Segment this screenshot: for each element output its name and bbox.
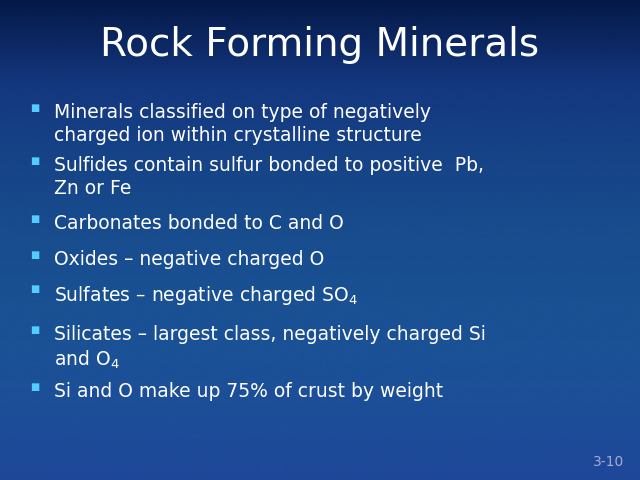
Text: ■: ■ bbox=[31, 156, 40, 166]
Text: Oxides – negative charged O: Oxides – negative charged O bbox=[54, 250, 324, 269]
Text: ■: ■ bbox=[31, 325, 40, 336]
Text: Si and O make up 75% of crust by weight: Si and O make up 75% of crust by weight bbox=[54, 382, 444, 401]
Text: 3-10: 3-10 bbox=[593, 456, 624, 469]
Text: Sulfates – negative charged SO$_4$: Sulfates – negative charged SO$_4$ bbox=[54, 284, 358, 307]
Text: Silicates – largest class, negatively charged Si
and O$_4$: Silicates – largest class, negatively ch… bbox=[54, 325, 486, 371]
Text: Minerals classified on type of negatively
charged ion within crystalline structu: Minerals classified on type of negativel… bbox=[54, 103, 431, 145]
Text: Rock Forming Minerals: Rock Forming Minerals bbox=[100, 26, 540, 64]
Text: Sulfides contain sulfur bonded to positive  Pb,
Zn or Fe: Sulfides contain sulfur bonded to positi… bbox=[54, 156, 484, 198]
Text: ■: ■ bbox=[31, 103, 40, 113]
Text: Carbonates bonded to C and O: Carbonates bonded to C and O bbox=[54, 214, 344, 233]
Text: ■: ■ bbox=[31, 382, 40, 392]
Text: ■: ■ bbox=[31, 250, 40, 260]
Text: ■: ■ bbox=[31, 214, 40, 224]
Text: ■: ■ bbox=[31, 284, 40, 294]
